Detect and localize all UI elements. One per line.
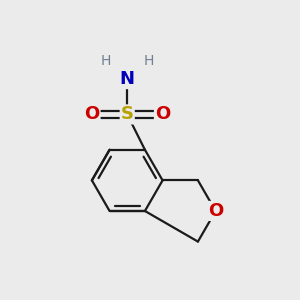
Text: H: H [143, 54, 154, 68]
Text: S: S [121, 105, 134, 123]
Text: O: O [208, 202, 223, 220]
Text: O: O [84, 105, 100, 123]
Text: N: N [120, 70, 135, 88]
Text: O: O [155, 105, 170, 123]
Text: H: H [101, 54, 111, 68]
